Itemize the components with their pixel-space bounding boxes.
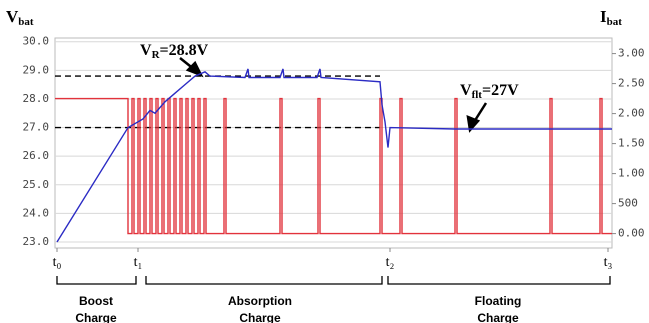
x-tick-label: t₂ — [386, 255, 395, 270]
annotation-main: V — [140, 42, 152, 59]
y-tick-label: 27.0 — [23, 121, 50, 134]
phase-brackets — [56, 276, 611, 285]
annotation-main: V — [460, 82, 472, 99]
annotation-sub: R — [152, 49, 161, 61]
bracket — [145, 276, 383, 285]
arrows — [179, 57, 488, 133]
y-tick-label: 29.0 — [23, 63, 50, 76]
phase-label: Charge — [239, 311, 281, 323]
y2-tick-label: 2.50 — [618, 77, 645, 90]
arrow-head — [185, 60, 204, 78]
x-tick-label: t₀ — [53, 255, 62, 270]
y2-title-main: I — [600, 7, 607, 26]
phase-label: Charge — [75, 311, 117, 323]
y-tick-label: 30.0 — [23, 35, 50, 48]
y2-tick-label: 1.50 — [618, 137, 645, 150]
phase-label: Boost — [79, 294, 113, 308]
phase-label: Charge — [477, 311, 519, 323]
y2-tick-label: 0.00 — [618, 227, 645, 240]
y-title-sub: bat — [18, 16, 34, 28]
y2-title-sub: bat — [607, 16, 623, 28]
y-tick-label: 26.0 — [23, 149, 50, 162]
series-line — [56, 68, 612, 243]
y-tick-label: 28.0 — [23, 92, 50, 105]
arrow — [472, 102, 488, 123]
phase-label: Absorption — [228, 294, 292, 308]
y-title: Vbat — [6, 7, 34, 28]
plot-area — [54, 37, 613, 249]
series-line — [55, 97, 612, 235]
phase-label: Floating — [475, 294, 522, 308]
annotation-suffix: =27V — [482, 82, 519, 99]
y-tick-label: 25.0 — [23, 178, 50, 191]
bracket — [56, 276, 137, 285]
arrow-head — [466, 115, 481, 133]
annotation: VR=28.8V — [140, 42, 209, 61]
x-tick-label: t₁ — [134, 255, 143, 270]
y-tick-label: 23.0 — [23, 235, 50, 248]
y2-title: Ibat — [600, 7, 622, 28]
x-tick-label: t₃ — [604, 255, 613, 270]
annotation-sub: flt — [472, 89, 483, 101]
y2-tick-label: 2.00 — [618, 107, 645, 120]
y2-tick-label: 1.00 — [618, 167, 645, 180]
bracket — [387, 276, 611, 285]
y-tick-label: 24.0 — [23, 206, 50, 219]
annotation: Vflt=27V — [460, 82, 519, 101]
annotation-suffix: =28.8V — [160, 42, 209, 59]
y-title-main: V — [6, 7, 19, 26]
y2-tick-label: 3.00 — [618, 47, 645, 60]
y2-tick-label: 500 — [618, 197, 638, 210]
